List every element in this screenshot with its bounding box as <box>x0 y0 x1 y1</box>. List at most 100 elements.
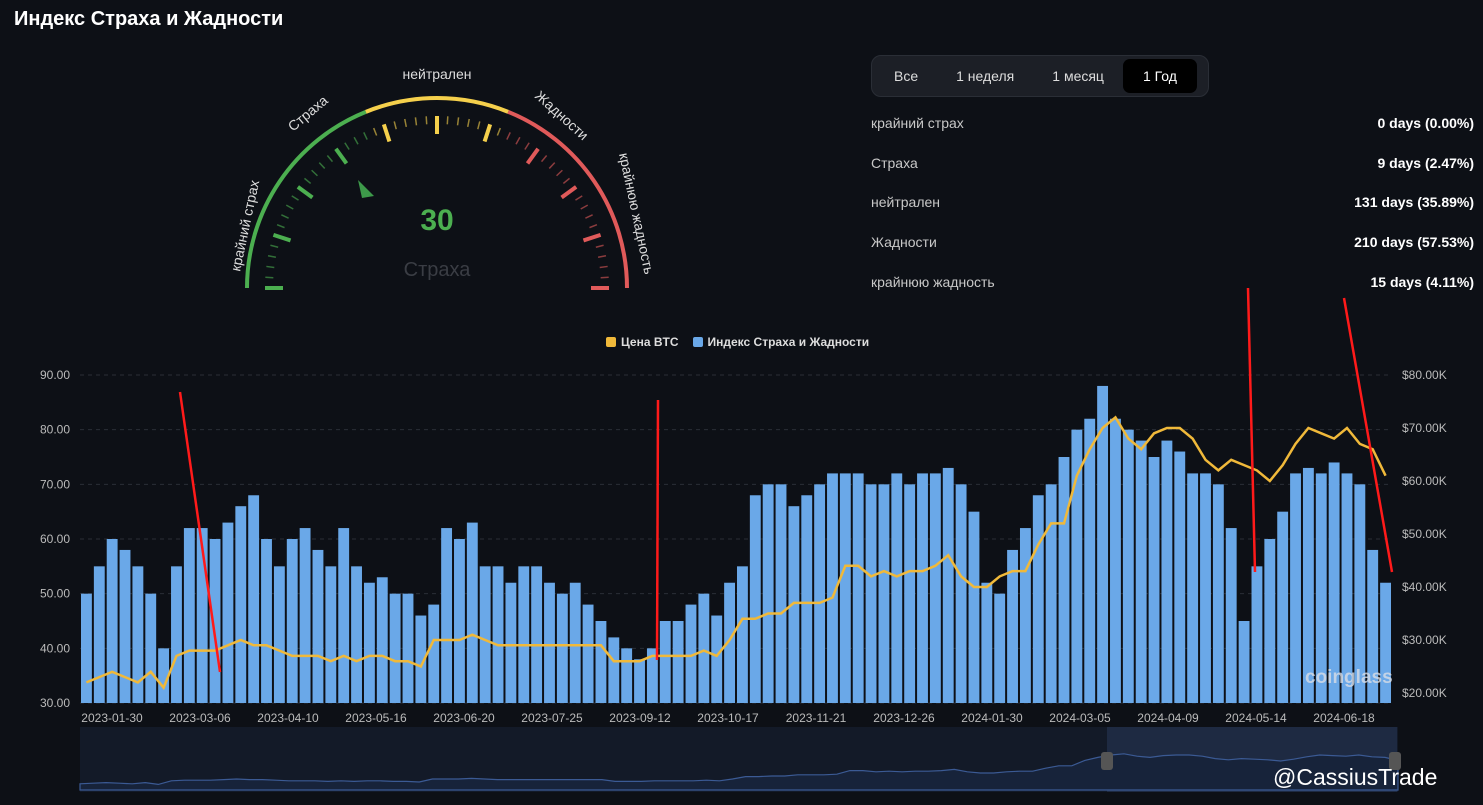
stat-row: крайний страх 0 days (0.00%) <box>871 115 1474 155</box>
legend-item-index[interactable]: Индекс Страха и Жадности <box>692 335 870 349</box>
stats-list: крайний страх 0 days (0.00%) Страха 9 days… <box>871 115 1474 313</box>
gauge-tick <box>296 185 314 200</box>
index-bar <box>1380 582 1391 703</box>
right-tick: $60.00K <box>1402 474 1447 488</box>
gauge-tick <box>363 132 368 140</box>
index-bar <box>762 484 774 703</box>
index-bar <box>994 593 1006 703</box>
stat-label: крайний страх <box>871 115 964 131</box>
index-bar <box>363 582 375 703</box>
right-tick: $30.00K <box>1402 633 1447 647</box>
stat-row: Страха 9 days (2.47%) <box>871 155 1474 195</box>
index-bar <box>106 539 118 703</box>
x-tick: 2023-11-21 <box>786 711 847 725</box>
x-tick: 2023-06-20 <box>433 711 495 725</box>
stat-value: 131 days (35.89%) <box>1354 194 1474 211</box>
gauge-tick <box>580 204 589 210</box>
index-bar <box>801 495 813 703</box>
index-bar <box>286 539 298 703</box>
range-handle-left[interactable] <box>1101 752 1113 770</box>
legend-item-price[interactable]: Цена BTC <box>606 335 679 349</box>
index-bar <box>685 604 697 703</box>
x-tick: 2023-05-16 <box>345 711 407 725</box>
index-bar <box>1032 495 1044 703</box>
index-bar <box>454 539 465 703</box>
x-tick: 2024-01-30 <box>961 711 1023 725</box>
watermark: @CassiusTrade <box>1273 764 1438 790</box>
x-tick: 2023-12-26 <box>873 711 935 725</box>
gauge-tick <box>595 244 604 248</box>
gauge-value: 30 <box>420 204 453 237</box>
index-bar <box>711 615 723 703</box>
index-bar <box>81 593 92 703</box>
index-bar <box>505 582 517 703</box>
index-bar <box>351 566 362 703</box>
index-bar <box>1290 473 1301 703</box>
index-bar <box>132 566 144 703</box>
x-tick: 2023-07-25 <box>521 711 583 725</box>
x-tick: 2024-05-14 <box>1225 711 1287 725</box>
x-tick: 2023-01-30 <box>81 711 143 725</box>
index-bar <box>183 528 195 703</box>
gauge-tick <box>477 121 481 130</box>
index-bar <box>1135 440 1147 703</box>
index-bar <box>1148 457 1160 703</box>
gauge-tick <box>589 223 598 229</box>
gauge-tick <box>266 265 275 269</box>
legend-label: Индекс Страха и Жадности <box>707 335 870 349</box>
gauge-tick <box>524 142 530 150</box>
gauge-tick <box>496 127 502 136</box>
index-bar <box>852 473 864 703</box>
fear-greed-gauge: 30 Страха крайний страх Страха нейтрален… <box>227 66 657 290</box>
left-tick: 60.00 <box>40 532 70 546</box>
tab-all[interactable]: Все <box>894 68 919 84</box>
index-bar <box>158 648 170 703</box>
index-bar <box>968 511 980 703</box>
index-bar <box>376 577 388 703</box>
left-tick: 70.00 <box>40 477 70 491</box>
right-tick: $70.00K <box>1402 421 1447 435</box>
gauge-tick <box>599 265 608 269</box>
index-bar <box>325 566 337 703</box>
index-bar <box>749 495 761 703</box>
gauge-tick <box>560 185 578 200</box>
gauge-tick <box>270 244 279 248</box>
gauge-tick <box>381 123 392 143</box>
index-bar <box>209 539 221 703</box>
gauge-tick <box>585 214 593 219</box>
index-bar <box>724 582 735 703</box>
index-bar <box>93 566 105 703</box>
index-bar <box>981 582 993 703</box>
range-handle-right[interactable] <box>1389 752 1401 770</box>
index-bar <box>1084 418 1096 703</box>
gauge-tick <box>267 255 277 259</box>
index-bar <box>672 621 684 703</box>
index-bar <box>904 484 916 703</box>
index-bar <box>273 566 285 703</box>
gauge-tick <box>303 177 312 185</box>
index-bar <box>1212 484 1224 703</box>
arc-neutral <box>365 96 509 114</box>
index-bar <box>1097 385 1109 703</box>
gauge-tick <box>562 177 571 185</box>
gauge-tick <box>540 154 548 163</box>
gauge-tick <box>281 214 289 219</box>
navigator-series <box>79 753 1399 791</box>
index-bar <box>196 528 208 703</box>
index-bar <box>839 473 851 703</box>
stat-row: Жадности 210 days (57.53%) <box>871 234 1474 274</box>
tab-week[interactable]: 1 неделя <box>956 68 1015 84</box>
gauge-tick <box>353 136 359 145</box>
tab-month[interactable]: 1 месяц <box>1052 68 1104 84</box>
tab-year[interactable]: 1 Год <box>1122 59 1197 93</box>
index-bar <box>1277 511 1289 703</box>
index-bar <box>261 539 272 703</box>
right-tick: $50.00K <box>1402 527 1447 541</box>
index-bar <box>518 566 530 703</box>
index-bar <box>827 473 838 703</box>
page-title: Индекс Страха и Жадности <box>14 8 284 30</box>
chart-legend: Цена BTC Индекс Страха и Жадности <box>606 335 869 349</box>
left-tick: 30.00 <box>40 696 70 710</box>
index-bar <box>492 566 504 703</box>
gauge-tick <box>414 117 418 126</box>
